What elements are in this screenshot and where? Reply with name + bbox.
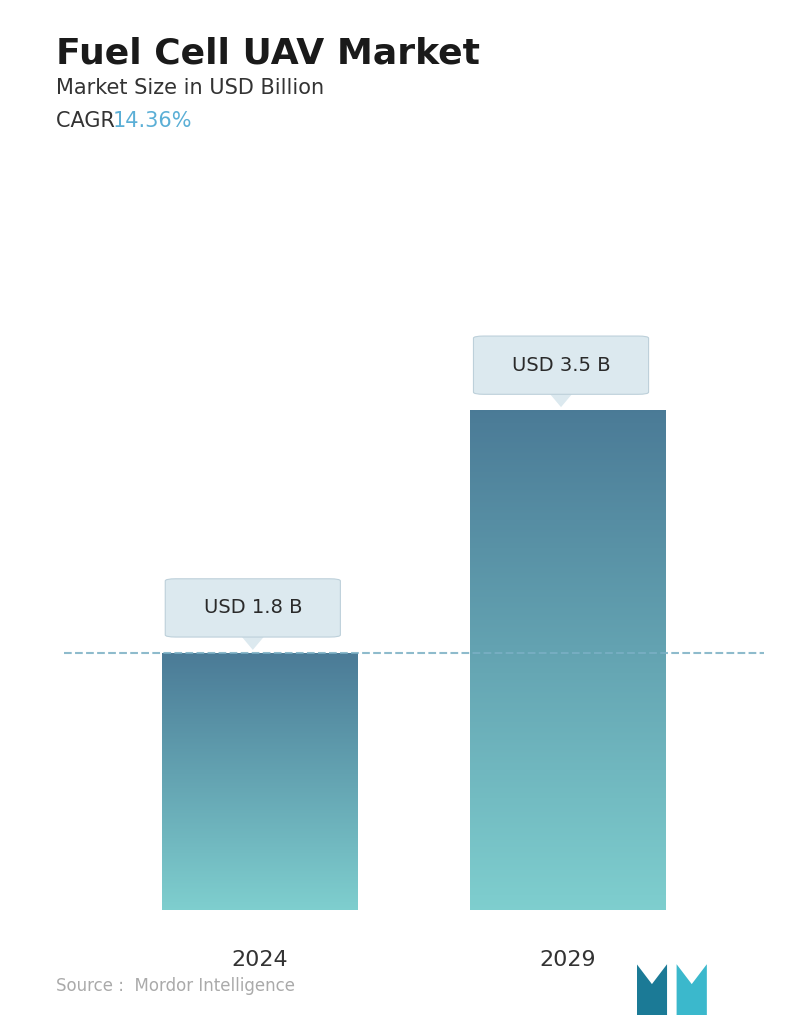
Text: Source :  Mordor Intelligence: Source : Mordor Intelligence: [56, 977, 295, 995]
FancyBboxPatch shape: [166, 579, 341, 637]
Text: Market Size in USD Billion: Market Size in USD Billion: [56, 78, 324, 97]
Text: 2024: 2024: [232, 950, 288, 970]
Text: 14.36%: 14.36%: [113, 111, 193, 130]
Text: CAGR: CAGR: [56, 111, 128, 130]
FancyBboxPatch shape: [474, 336, 649, 394]
Text: USD 3.5 B: USD 3.5 B: [512, 356, 611, 374]
Polygon shape: [548, 392, 574, 407]
Polygon shape: [677, 964, 707, 1015]
Polygon shape: [240, 635, 265, 650]
Polygon shape: [637, 964, 667, 1015]
Text: Fuel Cell UAV Market: Fuel Cell UAV Market: [56, 36, 480, 70]
Text: USD 1.8 B: USD 1.8 B: [204, 599, 302, 617]
Text: 2029: 2029: [540, 950, 596, 970]
